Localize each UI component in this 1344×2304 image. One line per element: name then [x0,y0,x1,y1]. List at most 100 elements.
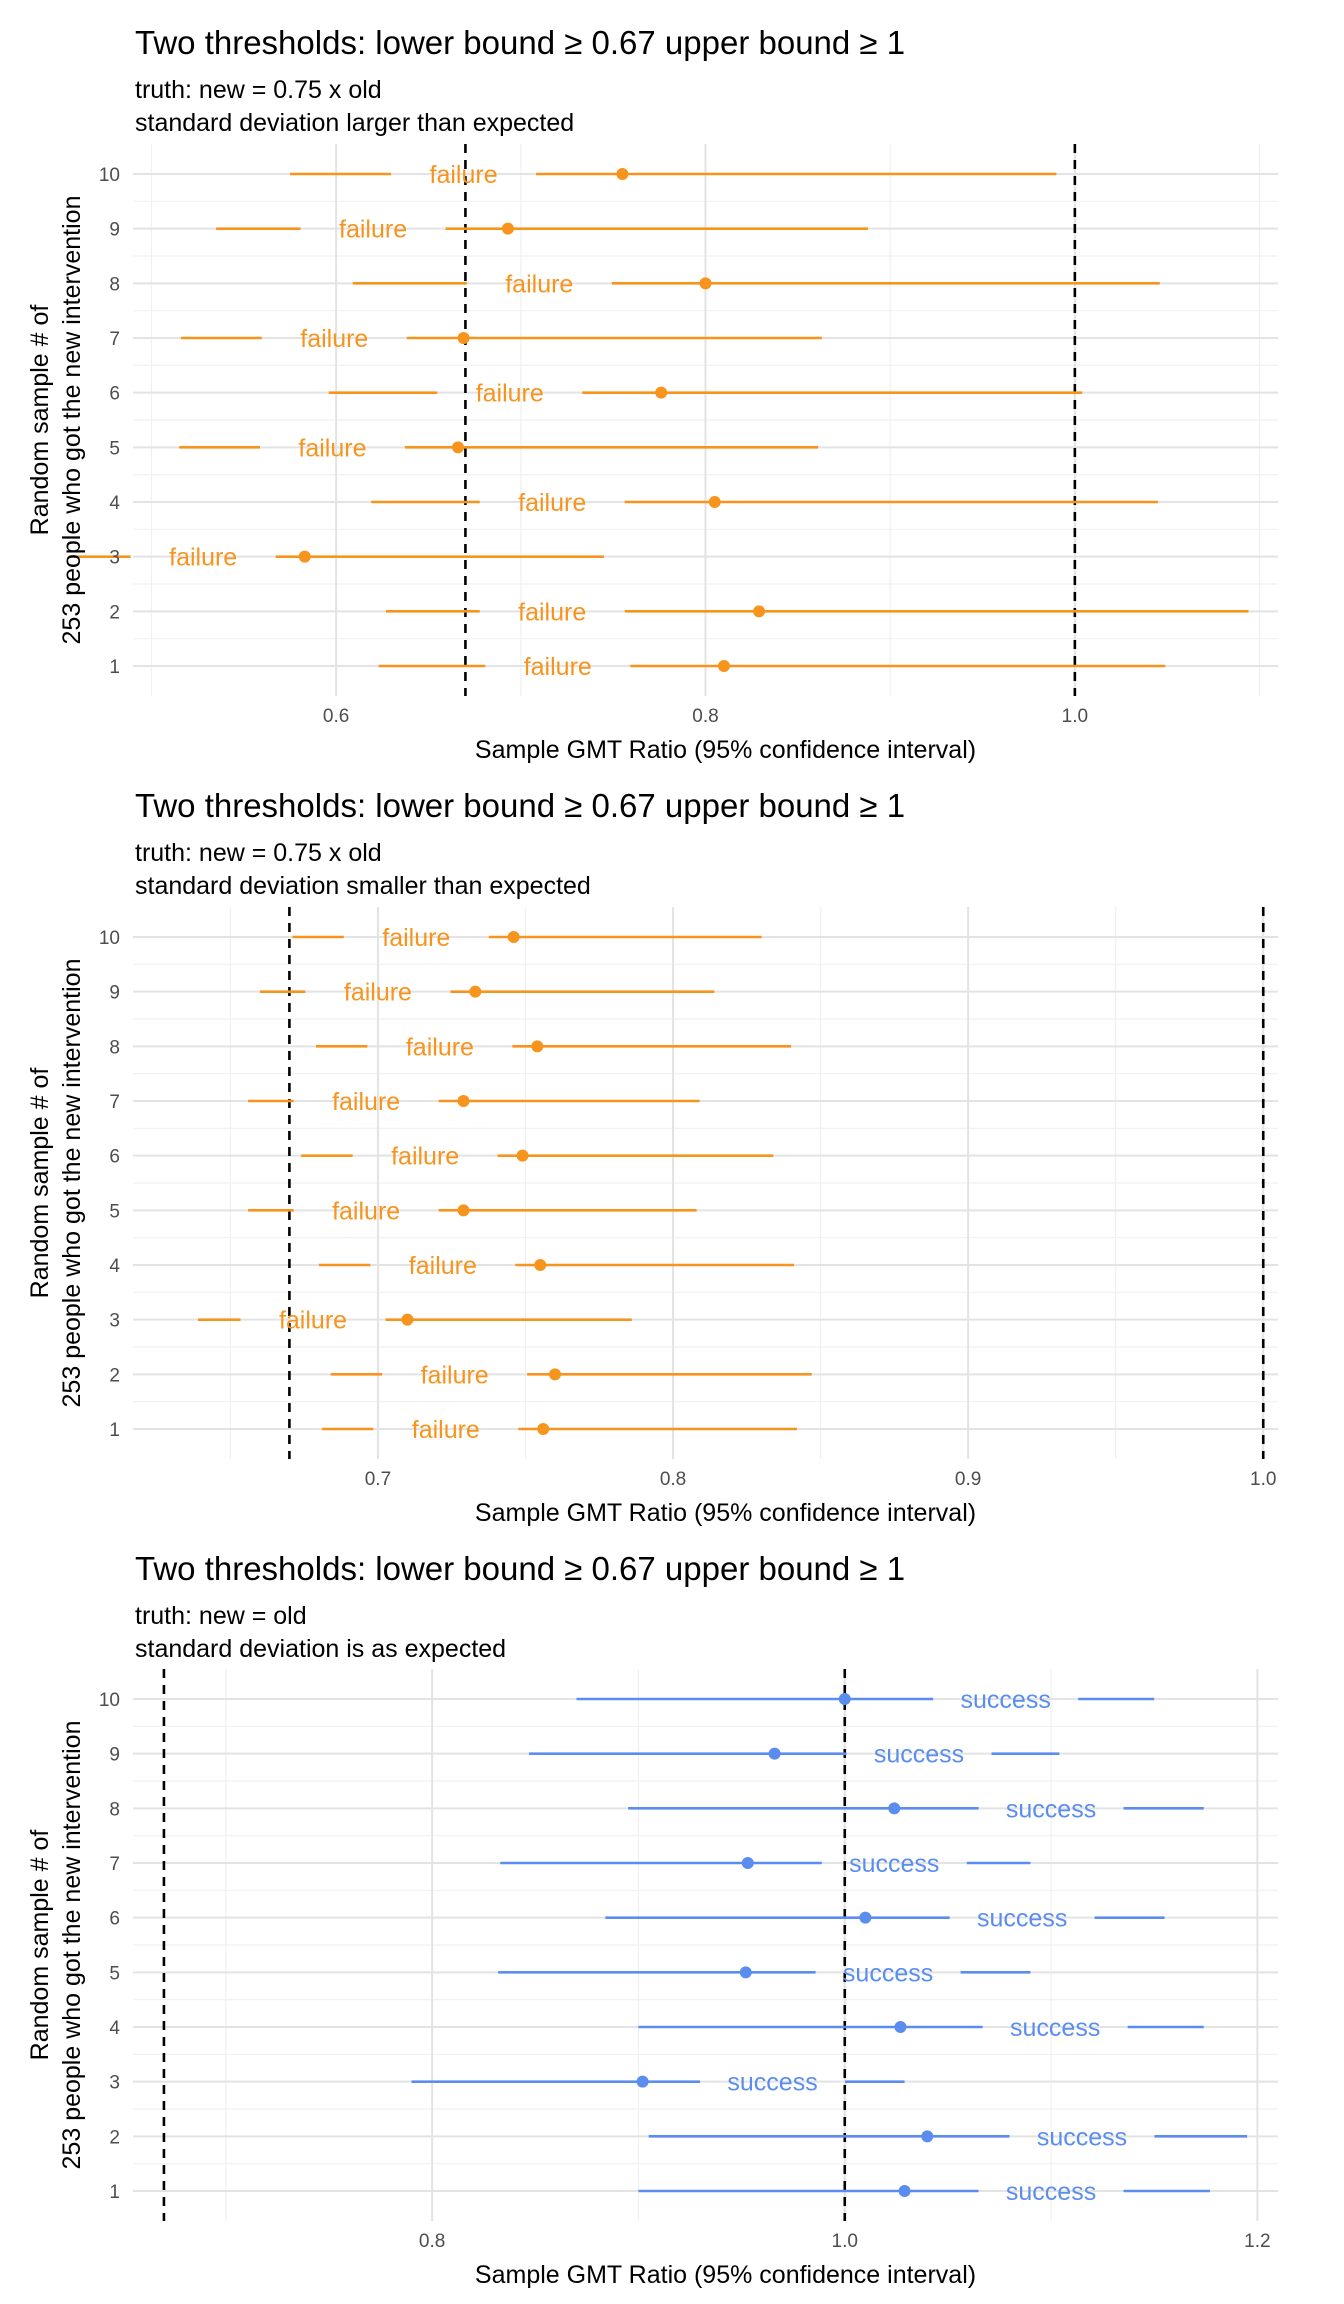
point-estimate [469,985,482,998]
chart-subtitle-line: truth: new = 0.75 x old [135,76,382,104]
x-tick-label: 0.8 [660,1469,686,1490]
point-estimate [898,2185,911,2197]
result-label: success [1037,2123,1127,2151]
y-tick-label: 5 [109,1201,120,1222]
x-tick-label: 1.0 [832,2231,858,2252]
y-tick-label: 4 [109,2018,120,2039]
point-estimate [531,1040,544,1053]
y-tick-label: 8 [109,1799,120,1820]
y-tick-label: 2 [109,602,120,623]
result-label: success [843,1959,933,1987]
chart-subtitle-line: standard deviation larger than expected [135,109,574,137]
y-tick-label: 1 [109,657,120,678]
result-label: failure [421,1361,489,1389]
result-label: failure [298,434,366,462]
result-label: failure [332,1197,400,1225]
point-estimate [699,277,712,290]
point-estimate [457,332,470,344]
point-estimate [457,1204,470,1217]
chart-title: Two thresholds: lower bound ≥ 0.67 upper… [135,1550,905,1587]
result-label: failure [518,598,586,626]
result-label: failure [332,1088,400,1116]
result-label: failure [476,380,544,408]
y-tick-label: 4 [109,1256,120,1277]
y-tick-label: 3 [109,548,120,569]
point-estimate [501,222,514,235]
y-axis-title: Random sample # of [26,1068,54,1299]
y-axis-title: 253 people who got the new intervention [58,1721,86,2170]
point-estimate [616,168,629,180]
y-axis-title: Random sample # of [26,1830,54,2061]
result-label: failure [524,653,592,681]
result-label: failure [391,1143,459,1171]
point-estimate [401,1313,414,1326]
point-estimate [537,1423,550,1435]
result-label: success [977,1905,1067,1933]
y-tick-label: 5 [109,1963,120,1984]
point-estimate [888,1802,901,1815]
chart-title: Two thresholds: lower bound ≥ 0.67 upper… [135,24,905,61]
point-estimate [753,605,766,618]
y-axis-title: 253 people who got the new intervention [58,959,86,1408]
result-label: failure [406,1033,474,1061]
y-tick-label: 1 [109,1420,120,1441]
point-estimate [838,1693,851,1705]
result-label: success [874,1741,964,1769]
point-estimate [739,1966,752,1979]
y-tick-label: 4 [109,493,120,514]
x-tick-label: 0.6 [323,706,349,727]
chart-title: Two thresholds: lower bound ≥ 0.67 upper… [135,787,905,824]
point-estimate [741,1857,754,1869]
result-label: failure [300,325,368,353]
point-estimate [548,1368,561,1381]
point-estimate [708,496,721,508]
y-tick-label: 10 [99,1690,120,1711]
result-label: success [1006,2178,1096,2206]
point-estimate [768,1747,781,1760]
y-tick-label: 5 [109,438,120,459]
point-estimate [457,1095,470,1107]
x-tick-label: 1.0 [1062,706,1088,727]
y-tick-label: 7 [109,1092,120,1113]
chart-subtitle-line: truth: new = old [135,1602,307,1630]
point-estimate [298,550,311,563]
chart-panel-1: Two thresholds: lower bound ≥ 0.67 upper… [26,24,1278,764]
result-label: failure [382,924,450,952]
point-estimate [921,2130,934,2143]
result-label: failure [412,1416,480,1444]
y-tick-label: 9 [109,983,120,1004]
y-tick-label: 1 [109,2182,120,2203]
y-axis-title: Random sample # of [26,305,54,536]
result-label: success [961,1686,1051,1714]
result-label: success [1010,2014,1100,2042]
result-label: success [849,1850,939,1878]
result-label: failure [505,270,573,298]
x-axis-title: Sample GMT Ratio (95% confidence interva… [475,1499,976,1527]
y-tick-label: 2 [109,2127,120,2148]
y-tick-label: 6 [109,1147,120,1168]
result-label: failure [518,489,586,517]
result-label: success [727,2069,817,2097]
y-tick-label: 8 [109,274,120,295]
y-tick-label: 9 [109,1745,120,1766]
point-estimate [894,2021,907,2033]
y-tick-label: 8 [109,1037,120,1058]
result-label: failure [279,1307,347,1335]
chart-subtitle-line: standard deviation smaller than expected [135,872,591,900]
result-label: failure [344,979,412,1007]
x-tick-label: 0.7 [365,1469,391,1490]
y-tick-label: 9 [109,220,120,241]
point-estimate [859,1911,872,1924]
point-estimate [452,441,465,454]
point-estimate [507,931,520,943]
result-label: failure [169,544,237,572]
x-axis-title: Sample GMT Ratio (95% confidence interva… [475,736,976,764]
y-tick-label: 7 [109,1854,120,1875]
x-tick-label: 0.9 [955,1469,981,1490]
y-tick-label: 7 [109,329,120,350]
x-tick-label: 0.8 [692,706,718,727]
y-tick-label: 3 [109,1311,120,1332]
y-tick-label: 6 [109,1909,120,1930]
result-label: failure [339,216,407,244]
x-tick-label: 0.8 [419,2231,445,2252]
